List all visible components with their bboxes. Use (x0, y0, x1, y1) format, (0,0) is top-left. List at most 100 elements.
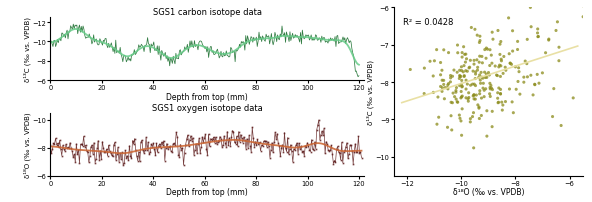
Point (482, 48, 492, 52)
Point (453, 101, 462, 104)
Point (496, 41, 506, 44)
Point (530, 83, 539, 86)
Point (471, 85, 480, 88)
Point (446, 77, 455, 80)
Point (494, 66, 504, 69)
Point (456, 66, 466, 69)
Point (523, 76, 532, 79)
Point (457, 79, 466, 83)
Point (481, 77, 490, 80)
Point (504, 17, 513, 20)
Point (487, 32, 497, 35)
Point (459, 65, 469, 68)
Point (462, 58, 471, 61)
Point (482, 76, 491, 80)
Point (522, 63, 532, 66)
Point (452, 101, 462, 104)
Point (568, 97, 578, 100)
Point (453, 52, 462, 55)
Point (436, 85, 445, 89)
Point (466, 59, 475, 63)
Point (459, 46, 468, 49)
Point (471, 71, 480, 74)
Point (455, 76, 465, 79)
Point (440, 86, 450, 90)
Point (496, 93, 505, 96)
Point (443, 84, 452, 87)
Point (452, 87, 461, 90)
Point (462, 83, 472, 86)
Point (474, 77, 483, 80)
Point (482, 73, 491, 76)
Point (513, 49, 522, 52)
Point (450, 96, 459, 99)
Point (475, 40, 485, 43)
Point (482, 110, 491, 113)
Point (526, 74, 536, 78)
Point (494, 101, 503, 104)
Point (461, 88, 471, 91)
Point (459, 76, 469, 79)
Point (492, 74, 501, 77)
Point (457, 86, 466, 89)
Point (439, 83, 448, 87)
Point (475, 35, 485, 39)
Point (530, 84, 540, 87)
Point (480, 49, 490, 52)
Point (481, 88, 490, 91)
Point (493, 75, 502, 78)
Point (437, 87, 447, 90)
Point (500, 66, 510, 69)
Point (485, 95, 495, 99)
Point (443, 126, 452, 129)
Point (469, 94, 479, 97)
Point (488, 88, 497, 92)
Point (486, 84, 496, 88)
Point (456, 83, 466, 86)
Point (455, 75, 465, 78)
Point (432, 123, 442, 126)
Point (451, 91, 461, 94)
Point (478, 87, 488, 90)
Point (455, 117, 465, 120)
Point (480, 96, 489, 99)
Point (444, 83, 453, 86)
Point (475, 90, 484, 93)
Point (487, 54, 496, 58)
Point (474, 61, 484, 64)
Point (464, 100, 473, 103)
Point (477, 71, 486, 75)
Point (457, 96, 466, 99)
Point (419, 93, 429, 96)
Text: R² = 0.0428: R² = 0.0428 (403, 18, 453, 27)
Point (526, 26, 536, 29)
Point (462, 70, 472, 74)
Y-axis label: δ¹³C (‰ vs. VPDB): δ¹³C (‰ vs. VPDB) (24, 17, 31, 82)
Point (472, 94, 481, 97)
Point (406, 68, 415, 72)
Point (453, 44, 462, 47)
Point (484, 72, 493, 75)
Point (534, 4, 543, 8)
Point (461, 53, 471, 57)
Point (461, 79, 471, 82)
Point (439, 49, 449, 52)
Point (493, 97, 503, 100)
Point (471, 78, 480, 81)
Point (458, 52, 467, 55)
Point (508, 30, 517, 33)
Point (519, 81, 529, 84)
Point (499, 56, 509, 59)
Point (553, 21, 562, 24)
Point (455, 69, 464, 73)
Title: SGS1 carbon isotope data: SGS1 carbon isotope data (153, 8, 262, 17)
Point (487, 87, 496, 90)
Point (470, 28, 480, 32)
Point (469, 98, 479, 101)
Point (507, 101, 517, 104)
Point (455, 114, 464, 117)
Y-axis label: δ¹³C (‰ vs. VPDB): δ¹³C (‰ vs. VPDB) (367, 60, 374, 124)
Point (457, 69, 466, 73)
Point (443, 86, 452, 90)
Point (487, 110, 497, 113)
